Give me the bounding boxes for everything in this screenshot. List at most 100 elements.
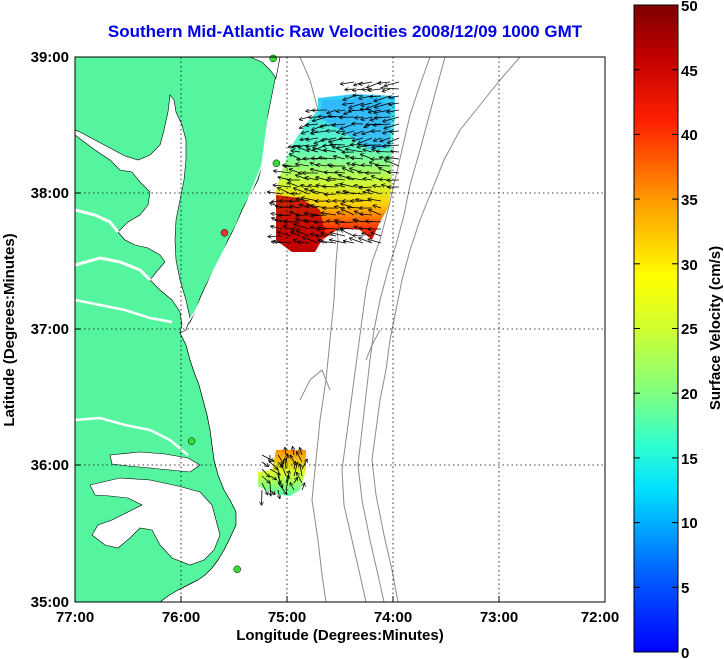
velocity-arrow xyxy=(383,145,400,146)
velocity-arrow xyxy=(363,179,373,180)
velocity-arrow xyxy=(341,81,355,84)
radar-station-marker xyxy=(233,565,241,574)
velocity-arrow xyxy=(337,110,346,112)
velocity-arrow xyxy=(342,209,355,216)
colorbar-tick-label: 50 xyxy=(681,0,698,15)
colorbar-tick-label: 15 xyxy=(681,451,698,468)
velocity-arrow xyxy=(386,157,400,159)
y-axis-label: Latitude (Degrees:Minutes) xyxy=(1,233,18,426)
velocity-arrow xyxy=(276,206,292,208)
velocity-arrow xyxy=(385,81,400,86)
river xyxy=(75,416,189,456)
velocity-arrow xyxy=(269,489,275,494)
y-tick-label: 36:00 xyxy=(31,457,69,474)
velocity-arrow xyxy=(284,226,292,230)
velocity-arrow xyxy=(346,149,364,153)
velocity-arrow xyxy=(261,475,270,483)
velocity-arrow xyxy=(317,229,328,230)
colorbar-tick-label: 20 xyxy=(681,386,698,403)
velocity-arrow xyxy=(278,489,280,498)
velocity-arrow xyxy=(368,199,382,201)
velocity-arrow xyxy=(306,124,319,125)
velocity-arrow xyxy=(302,483,305,491)
velocity-arrow xyxy=(328,178,346,181)
velocity-arrow xyxy=(277,454,284,463)
velocity-arrow xyxy=(383,116,400,122)
y-tick-label: 39:00 xyxy=(31,49,69,66)
velocity-arrow xyxy=(362,165,373,166)
velocity-arrow xyxy=(363,150,373,153)
x-tick-label: 73:00 xyxy=(480,609,518,626)
y-tick-labels: 39:00 38:00 37:00 36:00 35:00 xyxy=(31,49,69,611)
velocity-arrow xyxy=(367,190,382,195)
velocity-arrow xyxy=(361,154,373,160)
velocity-arrow xyxy=(261,461,268,466)
velocity-arrow xyxy=(274,185,292,187)
velocity-arrow xyxy=(292,151,301,152)
velocity-arrow xyxy=(375,102,391,108)
velocity-arrow xyxy=(327,109,337,113)
velocity-arrow xyxy=(373,186,382,187)
velocity-arrow xyxy=(270,482,271,496)
velocity-arrow xyxy=(323,186,337,187)
colorbar-ticks xyxy=(634,4,678,653)
velocity-arrow xyxy=(353,95,364,96)
velocity-arrow xyxy=(340,138,355,139)
velocity-arrow xyxy=(353,89,364,91)
velocity-vectors xyxy=(262,82,400,505)
velocity-arrow xyxy=(271,226,283,230)
albemarle-sound xyxy=(109,451,201,473)
velocity-arrow xyxy=(298,242,310,243)
velocity-arrow xyxy=(321,233,337,237)
velocity-arrow xyxy=(311,130,328,133)
velocity-arrow xyxy=(330,233,346,237)
velocity-arrow xyxy=(388,172,400,173)
velocity-arrow xyxy=(383,131,391,133)
velocity-arrow xyxy=(268,192,283,195)
y-tick-label: 38:00 xyxy=(31,185,69,202)
velocity-arrow xyxy=(388,137,400,143)
x-tick-label: 74:00 xyxy=(374,609,412,626)
colorbar-tick-label: 45 xyxy=(681,63,698,80)
velocity-arrow xyxy=(360,214,373,215)
velocity-arrow xyxy=(337,131,346,132)
velocity-arrow xyxy=(281,464,287,477)
velocity-arrow xyxy=(342,130,355,134)
velocity-arrow xyxy=(325,172,337,173)
velocity-arrow xyxy=(347,177,364,181)
velocity-arrow xyxy=(303,237,319,244)
velocity-arrow xyxy=(262,489,263,505)
velocity-arrow xyxy=(307,149,319,153)
velocity-arrow xyxy=(290,483,295,491)
velocity-arrow xyxy=(274,171,292,174)
velocity-arrow xyxy=(389,96,400,98)
velocity-arrow xyxy=(300,448,302,456)
velocity-arrow xyxy=(325,194,337,195)
delaware-bay xyxy=(249,57,281,79)
velocity-arrow xyxy=(261,468,269,477)
velocity-arrow xyxy=(373,124,391,125)
velocity-arrow xyxy=(381,88,400,89)
velocity-arrow xyxy=(391,151,400,152)
velocity-arrow xyxy=(361,116,373,120)
colorbar-tick-label: 10 xyxy=(681,515,698,532)
velocity-core-red xyxy=(276,195,325,252)
velocity-arrow xyxy=(268,236,283,237)
river xyxy=(75,298,173,324)
velocity-arrow xyxy=(336,222,355,223)
velocity-arrow xyxy=(334,156,346,160)
velocity-arrow xyxy=(335,207,346,208)
velocity-arrow xyxy=(344,241,355,243)
velocity-arrow xyxy=(340,184,355,188)
coast-shoreline xyxy=(182,79,277,331)
pamlico-sound xyxy=(89,477,221,566)
velocity-arrow xyxy=(335,220,346,222)
colorbar-tick-label: 40 xyxy=(681,127,698,144)
x-tick-label: 77:00 xyxy=(56,609,94,626)
velocity-arrow xyxy=(294,188,310,195)
velocity-arrow xyxy=(290,206,301,208)
x-tick-labels: 77:00 76:00 75:00 74:00 73:00 72:00 xyxy=(56,609,619,626)
velocity-arrow xyxy=(278,232,292,237)
velocity-arrow xyxy=(353,236,364,237)
velocity-arrow xyxy=(343,95,355,100)
